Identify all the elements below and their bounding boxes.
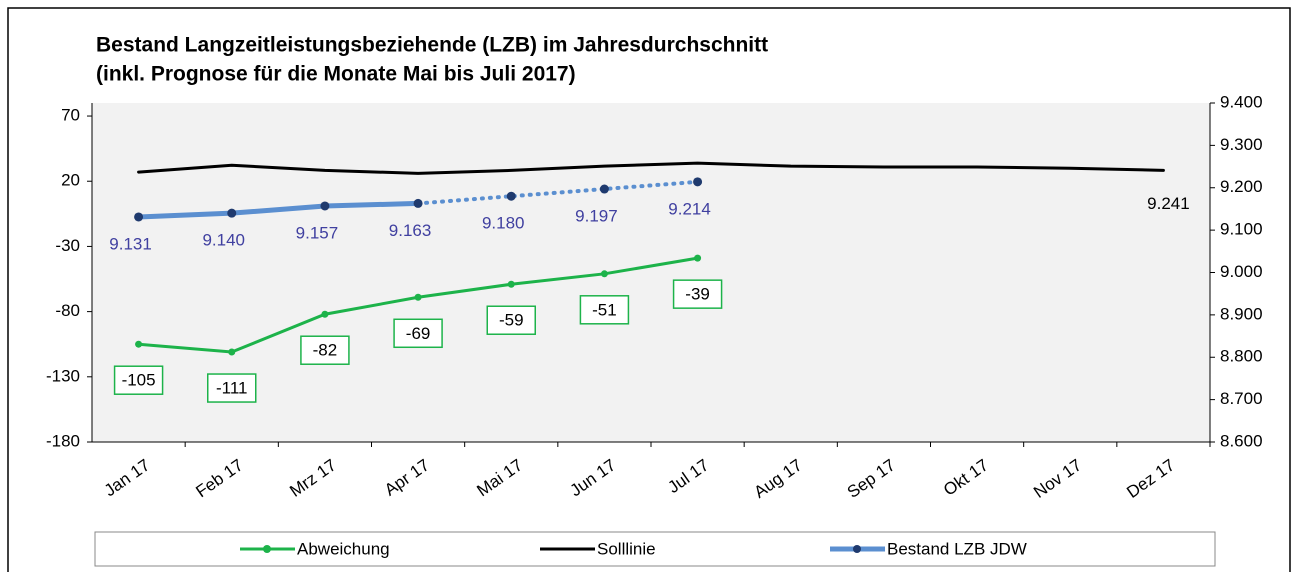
data-label: 9.197 bbox=[575, 207, 618, 226]
data-label-box: -51 bbox=[579, 295, 630, 325]
label-box bbox=[113, 365, 164, 395]
y2-tick-label: 8.800 bbox=[1220, 347, 1263, 366]
data-label: -111 bbox=[216, 379, 248, 398]
marker bbox=[506, 191, 516, 201]
data-label: -69 bbox=[406, 324, 431, 343]
marker bbox=[134, 212, 144, 222]
marker bbox=[227, 208, 237, 218]
y2-tick-label: 8.600 bbox=[1220, 431, 1263, 450]
y-tick-label: -30 bbox=[55, 236, 80, 255]
legend-label: Bestand LZB JDW bbox=[887, 539, 1027, 558]
y2-tick-label: 9.100 bbox=[1220, 220, 1263, 239]
legend-marker bbox=[853, 545, 861, 553]
data-label-box: -111 bbox=[207, 373, 257, 403]
marker bbox=[320, 201, 330, 211]
marker bbox=[413, 198, 423, 208]
y2-tick-label: 9.300 bbox=[1220, 135, 1263, 154]
y-tick-label: 70 bbox=[61, 106, 80, 125]
y2-tick-label: 9.400 bbox=[1220, 92, 1263, 111]
y-tick-label: -80 bbox=[55, 301, 80, 320]
data-label: -39 bbox=[685, 285, 710, 304]
data-label-box: -39 bbox=[672, 279, 723, 309]
label-box bbox=[672, 279, 723, 309]
legend-label: Abweichung bbox=[297, 539, 390, 558]
label-box bbox=[486, 305, 536, 335]
chart-title: Bestand Langzeitleistungsbeziehende (LZB… bbox=[96, 34, 768, 57]
y2-tick-label: 9.000 bbox=[1220, 262, 1263, 281]
label-box bbox=[579, 295, 630, 325]
series-line bbox=[137, 161, 1165, 175]
y-tick-label: 20 bbox=[61, 171, 80, 190]
label-box bbox=[300, 335, 350, 365]
data-label: 9.131 bbox=[109, 234, 152, 253]
marker bbox=[507, 280, 515, 288]
data-label: 9.140 bbox=[202, 231, 245, 250]
data-label-box: -69 bbox=[393, 318, 443, 349]
marker bbox=[599, 184, 609, 194]
legend-label: Solllinie bbox=[597, 539, 656, 558]
data-label: 9.180 bbox=[482, 214, 525, 233]
marker bbox=[414, 293, 422, 301]
marker bbox=[600, 270, 608, 278]
data-label: -105 bbox=[122, 371, 156, 390]
data-label-box: -105 bbox=[113, 365, 164, 395]
series-line bbox=[136, 200, 421, 220]
y-tick-label: -130 bbox=[46, 366, 80, 385]
marker bbox=[694, 254, 702, 262]
label-box bbox=[207, 373, 257, 403]
data-label: -82 bbox=[313, 341, 338, 360]
legend-marker bbox=[263, 545, 271, 553]
marker bbox=[693, 177, 703, 187]
data-label: 9.157 bbox=[296, 223, 339, 242]
marker bbox=[135, 340, 143, 348]
y2-tick-label: 9.200 bbox=[1220, 177, 1263, 196]
legend bbox=[94, 531, 1216, 567]
data-label: -59 bbox=[499, 311, 524, 330]
y2-tick-label: 8.700 bbox=[1220, 389, 1263, 408]
plot-area bbox=[92, 103, 1210, 442]
data-label: 9.163 bbox=[389, 221, 432, 240]
label-box bbox=[393, 318, 443, 349]
marker bbox=[228, 348, 236, 356]
data-label-box: -82 bbox=[300, 335, 350, 365]
chart-subtitle: (inkl. Prognose für die Monate Mai bis J… bbox=[96, 63, 576, 86]
marker bbox=[321, 310, 329, 318]
data-label: 9.214 bbox=[668, 199, 711, 218]
data-label: 9.241 bbox=[1147, 194, 1190, 213]
data-label-box: -59 bbox=[486, 305, 536, 335]
y-tick-label: -180 bbox=[46, 431, 80, 450]
series-line-dotted bbox=[416, 179, 700, 206]
y2-tick-label: 8.900 bbox=[1220, 304, 1263, 323]
data-label: -51 bbox=[592, 300, 617, 319]
